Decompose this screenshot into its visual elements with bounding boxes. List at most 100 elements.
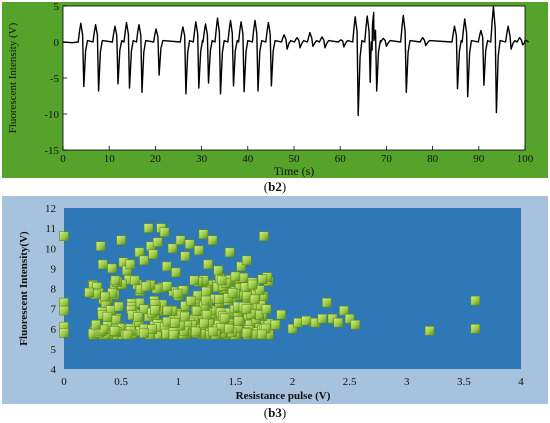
b3-y-tick-label: 9 [51, 263, 57, 275]
b3-scatter-point [98, 259, 108, 270]
b3-scatter-point [170, 318, 180, 328]
b3-y-tick-label: 4 [51, 364, 57, 376]
b3-scatter-point [242, 255, 252, 266]
b3-scatter-point [287, 323, 298, 334]
b3-scatter-point [114, 301, 124, 312]
b3-scatter-point [102, 311, 113, 322]
b3-y-tick-label: 11 [45, 223, 56, 235]
b2-series-line [62, 6, 530, 117]
b3-scatter-point [162, 261, 172, 272]
b2-x-axis-label: Time (s) [274, 164, 315, 178]
b3-scatter-point [180, 311, 190, 322]
b2-plot-area [62, 5, 526, 151]
b3-y-tick-label: 5 [51, 344, 57, 356]
b3-x-tick-label: 0 [61, 376, 67, 388]
b3-scatter-point [59, 327, 69, 338]
b3-scatter-point [249, 294, 260, 305]
b3-scatter-point [141, 281, 152, 292]
b3-scatter-point [130, 275, 140, 286]
b3-y-tick-label: 7 [51, 304, 57, 316]
b3-y-tick-label: 10 [45, 243, 57, 255]
b2-x-tick-label: 40 [242, 153, 254, 165]
b3-x-tick-label: 3 [404, 376, 410, 388]
b3-scatter-point [219, 313, 230, 324]
b3-y-axis-label: Fluorescent Intensity(V) [18, 231, 30, 346]
b3-scatter-point [259, 231, 269, 241]
b2-y-tick-label: -15 [44, 145, 59, 157]
b3-scatter-point [95, 241, 106, 251]
b3-scatter-point [321, 297, 332, 308]
b2-y-tick-label: 0 [54, 37, 60, 49]
b2-x-tick-label: 10 [104, 153, 116, 165]
b3-scatter-point [201, 286, 211, 297]
b2-x-tick-label: 50 [289, 153, 301, 165]
b3-scatter-point [207, 235, 218, 245]
b3-scatter-point [116, 235, 126, 245]
b3-scatter-point [339, 305, 349, 316]
b3-x-tick-label: 2 [290, 376, 296, 388]
b3-scatter-point [168, 329, 179, 340]
b3-scatter-point [162, 305, 173, 316]
b3-scatter-point [180, 301, 190, 311]
b3-scatter-point [152, 237, 163, 247]
b3-scatter-point [191, 306, 202, 316]
b3-scatter-point [191, 326, 201, 337]
b3-scatter-point [139, 328, 149, 339]
b3-scatter-point [344, 313, 355, 324]
b2-x-tick-label: 0 [60, 153, 66, 165]
b3-scatter-point [216, 275, 227, 286]
b3-scatter-point [175, 235, 186, 245]
b3-scatter-point [59, 305, 69, 316]
b3-scatter-point [59, 231, 69, 241]
b3-scatter-point [111, 314, 121, 325]
b3-scatter-point [148, 249, 158, 260]
b3-scatter-point [184, 239, 195, 249]
b3-scatter-point [241, 328, 252, 338]
b3-scatter-point [172, 288, 183, 299]
chart-b3: 0 0.5 1 1.5 2 2.5 3 3.5 4 4 5 6 7 8 9 10 11 12 Resistance … [2, 196, 548, 404]
b3-scatter-point [150, 305, 160, 316]
chart-b2: 0 10 20 30 40 50 60 70 80 90 100 -15 -10 -5 0 5 Time (s)… [2, 1, 548, 178]
b3-x-tick-label: 1 [176, 376, 182, 388]
b3-scatter-point [424, 325, 435, 336]
b3-scatter-point [100, 291, 110, 302]
b3-x-tick-label: 0.5 [114, 376, 128, 388]
b3-y-tick-label: 8 [51, 284, 57, 296]
b2-x-tick-label: 90 [473, 153, 485, 165]
b3-scatter-point [233, 316, 244, 326]
b3-scatter-point [84, 287, 94, 298]
b2-y-tick-label: -10 [44, 109, 59, 121]
b3-scatter-point [470, 323, 481, 334]
b3-scatter-point [333, 317, 344, 328]
b3-scatter-point [147, 324, 157, 335]
b2-x-tick-label: 100 [517, 153, 534, 165]
b3-scatter-point [107, 263, 117, 274]
b3-scatter-point [133, 312, 143, 322]
b3-scatter-point [230, 271, 241, 282]
b3-scatter-point [139, 255, 149, 266]
b3-scatter-point [246, 309, 257, 319]
b3-scatter-point [317, 313, 328, 324]
b3-scatter-point [194, 245, 204, 256]
b3-scatter-point [213, 265, 223, 276]
b3-x-tick-label: 1.5 [229, 376, 243, 388]
b3-scatter-point [247, 279, 258, 290]
b3-y-tick-label: 6 [51, 324, 57, 336]
b3-scatter-point [236, 261, 246, 272]
caption-b2: (b2) [263, 179, 287, 194]
b3-scatter-point [201, 310, 212, 320]
b3-scatter-point [59, 297, 69, 308]
b3-scatter-point [122, 329, 133, 340]
b2-x-tick-label: 60 [335, 153, 347, 165]
b3-scatter-point [301, 315, 312, 326]
b3-scatter-point [214, 294, 225, 304]
b3-scatter-point [125, 259, 136, 270]
b3-scatter-point [171, 267, 181, 278]
b3-scatter-point [143, 223, 154, 233]
b3-x-tick-label: 4 [518, 376, 524, 388]
b2-y-axis-label: Fluorescent Intensity (V) [7, 22, 19, 133]
b3-scatter-point [159, 227, 170, 237]
b3-scatter-point [470, 295, 481, 306]
b2-x-tick-label: 70 [381, 153, 393, 165]
